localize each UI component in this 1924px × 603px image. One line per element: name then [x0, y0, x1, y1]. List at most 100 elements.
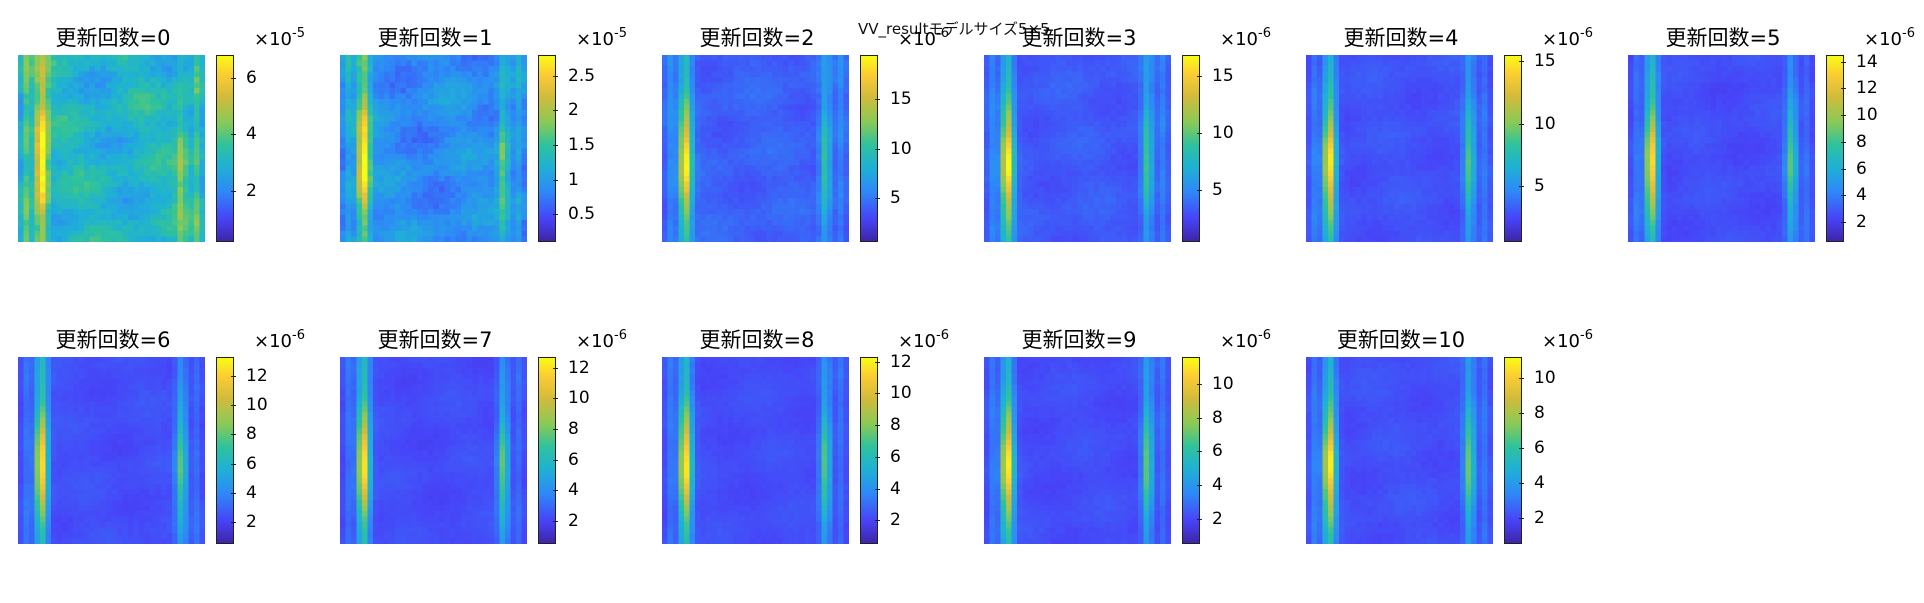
heatmap-cell: [1083, 93, 1090, 100]
colorbar-ticks: 5 10 15: [875, 55, 938, 242]
heatmap-cell: [1138, 209, 1145, 216]
heatmap-cell: [351, 192, 358, 199]
heatmap-cell: [843, 170, 849, 177]
heatmap-cell: [700, 121, 707, 128]
heatmap-cell: [1088, 99, 1095, 106]
heatmap-cell: [199, 187, 205, 194]
heatmap-cell: [172, 60, 179, 67]
heatmap-cell: [706, 203, 713, 210]
heatmap-cell: [472, 154, 479, 161]
heatmap-cell: [373, 77, 380, 84]
heatmap-cell: [1110, 198, 1117, 205]
heatmap-cell: [1022, 55, 1029, 62]
heatmap-cell: [717, 176, 724, 183]
heatmap-cell: [362, 104, 369, 111]
heatmap-cell: [1094, 154, 1101, 161]
heatmap-cell: [1165, 203, 1171, 210]
heatmap-cell: [111, 220, 118, 227]
heatmap-cell: [411, 181, 418, 188]
heatmap-cell: [406, 220, 413, 227]
heatmap-cell: [750, 132, 757, 139]
heatmap-cell: [100, 159, 107, 166]
heatmap-cell: [1072, 176, 1079, 183]
heatmap-cell: [1022, 198, 1029, 205]
heatmap-cell: [23, 187, 30, 194]
heatmap-cell: [1149, 192, 1156, 199]
heatmap-cell: [1066, 126, 1073, 133]
heatmap-cell: [673, 132, 680, 139]
heatmap-cell: [1044, 88, 1051, 95]
heatmap-cell: [1149, 88, 1156, 95]
heatmap-cell: [406, 93, 413, 100]
heatmap-cell: [1149, 71, 1156, 78]
heatmap-cell: [1066, 176, 1073, 183]
heatmap-cell: [444, 209, 451, 216]
heatmap-cell: [717, 55, 724, 62]
heatmap-cell: [684, 115, 691, 122]
heatmap-cell: [516, 110, 523, 117]
heatmap-cell: [821, 132, 828, 139]
heatmap-cell: [56, 104, 63, 111]
heatmap-cell: [144, 104, 151, 111]
heatmap-cell: [45, 115, 52, 122]
heatmap-cell: [51, 220, 58, 227]
heatmap-cell: [984, 181, 991, 188]
heatmap-cell: [761, 231, 768, 238]
heatmap-cell: [1154, 225, 1161, 232]
heatmap-cell: [384, 143, 391, 150]
heatmap-cell: [684, 165, 691, 172]
heatmap-cell: [411, 88, 418, 95]
heatmap-cell: [827, 176, 834, 183]
heatmap-cell: [673, 71, 680, 78]
heatmap-cell: [1088, 181, 1095, 188]
heatmap-cell: [84, 115, 91, 122]
heatmap-cell: [106, 148, 113, 155]
heatmap-cell: [1476, 55, 1483, 62]
heatmap-cell: [1138, 60, 1145, 67]
heatmap-cell: [1154, 170, 1161, 177]
heatmap-cell: [488, 214, 495, 221]
heatmap-cell: [1361, 55, 1368, 62]
heatmap-cell: [1061, 132, 1068, 139]
heatmap-cell: [1039, 99, 1046, 106]
heatmap-cell: [821, 121, 828, 128]
heatmap-cell: [816, 132, 823, 139]
heatmap-cell: [1121, 137, 1128, 144]
heatmap-cell: [1405, 77, 1412, 84]
heatmap-cell: [772, 99, 779, 106]
heatmap-cell: [750, 99, 757, 106]
heatmap-cell: [755, 88, 762, 95]
heatmap-cell: [1017, 93, 1024, 100]
heatmap-cell: [34, 126, 41, 133]
heatmap-cell: [194, 154, 201, 161]
heatmap-cell: [711, 181, 718, 188]
heatmap-cell: [1143, 115, 1150, 122]
heatmap-cell: [150, 192, 157, 199]
heatmap-cell: [494, 231, 501, 238]
heatmap-cell: [1011, 203, 1018, 210]
heatmap-cell: [455, 225, 462, 232]
heatmap-cell: [345, 154, 352, 161]
heatmap-cell: [1105, 159, 1112, 166]
heatmap-cell: [1072, 93, 1079, 100]
heatmap-cell: [739, 181, 746, 188]
heatmap-cell: [450, 148, 457, 155]
heatmap-cell: [805, 225, 812, 232]
heatmap-cell: [155, 93, 162, 100]
heatmap-cell: [761, 115, 768, 122]
heatmap-cell: [150, 60, 157, 67]
heatmap-cell: [733, 187, 740, 194]
heatmap-cell: [1394, 66, 1401, 73]
heatmap-cell: [816, 181, 823, 188]
heatmap-cell: [1127, 71, 1134, 78]
heatmap-cell: [172, 220, 179, 227]
heatmap-cell: [1083, 148, 1090, 155]
heatmap-cell: [788, 110, 795, 117]
heatmap-cell: [1399, 55, 1406, 62]
heatmap-cell: [450, 225, 457, 232]
heatmap-cell: [177, 66, 184, 73]
heatmap-cell: [183, 82, 190, 89]
heatmap-cell: [1050, 115, 1057, 122]
heatmap-cell: [816, 137, 823, 144]
heatmap-cell: [755, 99, 762, 106]
